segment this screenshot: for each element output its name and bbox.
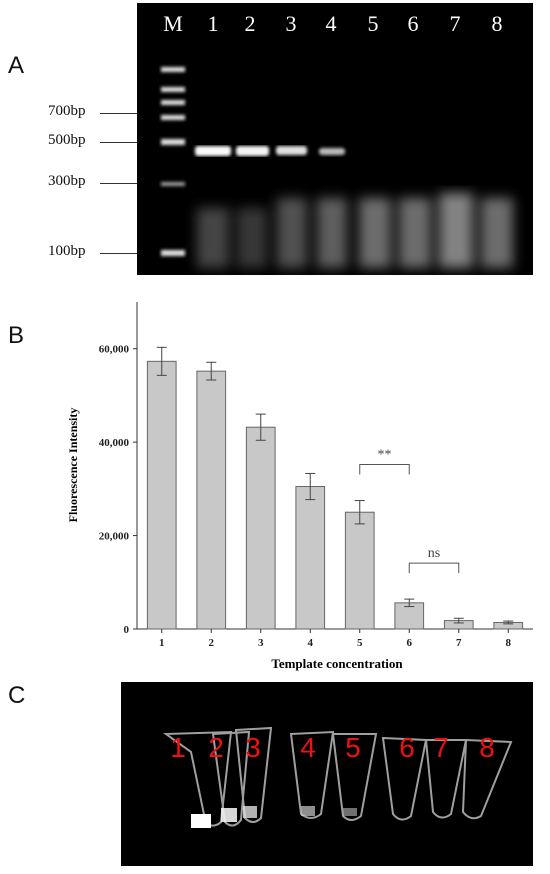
marker-300bp-label: 300bp	[48, 173, 86, 189]
tube-3-fluorescence	[243, 806, 257, 818]
ladder-band	[161, 67, 185, 72]
tube-shapes	[163, 726, 513, 828]
gel-bands	[161, 67, 513, 268]
smear-lane-3	[277, 198, 307, 268]
product-band-lane-3	[276, 146, 307, 155]
lane-label-1: 1	[207, 11, 219, 36]
y-axis-label: Fluorescence Intensity	[66, 408, 80, 523]
lane-label-7: 7	[449, 11, 461, 36]
ladder-band	[161, 182, 185, 186]
tube-4-fluorescence	[301, 806, 315, 816]
marker-100bp-label: 100bp	[48, 243, 86, 259]
bar-3	[245, 426, 276, 630]
tube-label-3: 3	[245, 732, 261, 763]
lane-label-3: 3	[285, 11, 297, 36]
y-tick-label: 40,000	[99, 437, 130, 449]
x-tick-label: 3	[258, 637, 264, 649]
tube-label-2: 2	[208, 732, 224, 763]
lane-label-5: 5	[367, 11, 379, 36]
ladder-band	[161, 100, 185, 105]
x-axis-label: Template concentration	[271, 656, 403, 671]
marker-500bp-label: 500bp	[48, 132, 86, 148]
x-tick-label: 5	[357, 637, 363, 649]
tube-5-fluorescence	[343, 808, 357, 816]
ladder-band	[161, 115, 185, 120]
tube-6	[381, 736, 428, 821]
marker-700bp-label: 700bp	[48, 103, 86, 119]
x-tick-label: 6	[407, 637, 413, 649]
significance-bracket	[359, 464, 410, 475]
smear-lane-5	[359, 198, 391, 268]
product-band-lane-4	[319, 148, 345, 155]
smear-lane-6	[399, 198, 431, 268]
bar-4	[295, 486, 326, 630]
significance-label: ns	[428, 546, 440, 561]
tube-7	[424, 739, 468, 819]
tube-8	[461, 738, 513, 820]
y-tick-label: 20,000	[99, 531, 130, 543]
product-band-lane-1	[195, 146, 231, 156]
marker-300bp-line	[100, 183, 137, 184]
bar-5	[344, 511, 375, 630]
bar-2	[196, 370, 227, 630]
bar-chart: 0 20,000 40,000 60,000 1 2 3 4 5 6 7 8 ** ns Fluoresc…	[66, 302, 533, 671]
bar-1	[146, 360, 177, 630]
tube-label-6: 6	[399, 732, 415, 763]
tube-label-1: 1	[170, 732, 186, 763]
tube-label-7: 7	[433, 732, 449, 763]
panel-a-letter: A	[8, 52, 25, 79]
x-tick-label: 8	[506, 637, 512, 649]
y-tick-label: 60,000	[99, 344, 130, 356]
panel-c-letter: C	[8, 682, 26, 709]
tube-3	[234, 726, 273, 823]
lane-label-8: 8	[491, 11, 503, 36]
tube-2-fluorescence	[221, 808, 237, 822]
tube-label-4: 4	[300, 732, 316, 763]
smear-lane-2	[237, 208, 267, 268]
tube-5	[331, 733, 378, 821]
lane-label-m: M	[163, 11, 183, 36]
significance-label: **	[378, 448, 392, 463]
lane-label-2: 2	[244, 11, 256, 36]
panel-b-letter: B	[8, 322, 25, 349]
tube-label-5: 5	[345, 732, 361, 763]
ladder-band	[161, 87, 185, 92]
smear-lane-4	[317, 198, 347, 268]
x-tick-label: 2	[209, 637, 215, 649]
marker-700bp-line	[100, 113, 137, 114]
tube-2	[211, 730, 251, 827]
marker-500bp-line	[100, 142, 137, 143]
x-tick-label: 4	[308, 637, 314, 649]
smear-lane-8	[481, 198, 513, 268]
ladder-band	[161, 139, 185, 145]
gel-image: M 1 2 3 4 5 6 7 8	[137, 3, 533, 275]
y-tick-label: 0	[124, 624, 130, 636]
product-band-lane-2	[236, 146, 269, 156]
x-tick-label: 1	[159, 637, 165, 649]
significance-bracket	[408, 562, 460, 574]
lane-label-6: 6	[407, 11, 419, 36]
bar-6	[394, 602, 425, 630]
marker-100bp-line	[100, 253, 137, 254]
tube-1-fluorescence	[191, 814, 211, 828]
tube-photo: 1 2 3 4 5 6 7 8	[121, 682, 533, 866]
tube-label-8: 8	[479, 732, 495, 763]
smear-lane-7	[439, 193, 473, 268]
smear-lane-1	[197, 208, 229, 268]
x-tick-label: 7	[456, 637, 462, 649]
ladder-band	[161, 250, 185, 256]
lane-label-4: 4	[325, 11, 337, 36]
